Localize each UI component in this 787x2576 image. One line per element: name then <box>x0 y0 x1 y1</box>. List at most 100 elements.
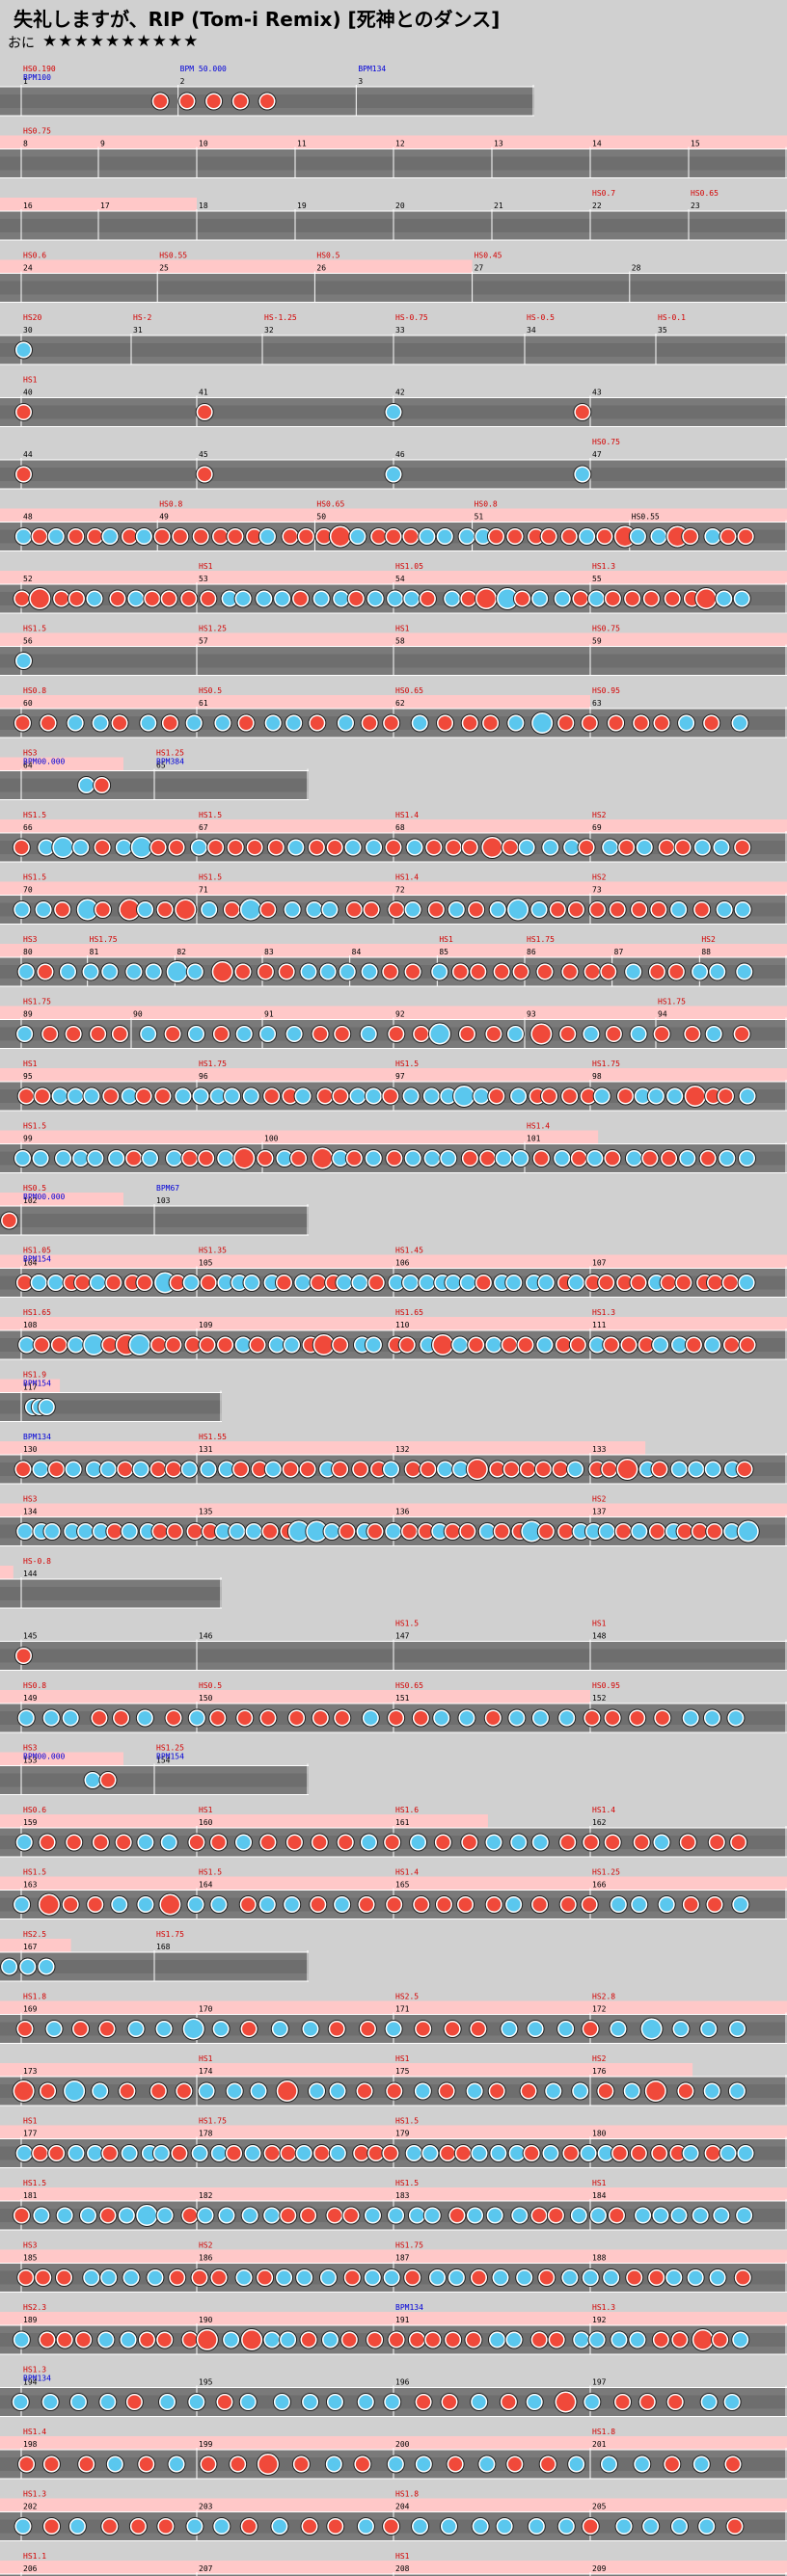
don-note-face <box>294 2457 309 2471</box>
ka-note-face <box>572 2209 586 2222</box>
don-note-face <box>41 2084 55 2098</box>
scroll-speed-label: HS3 <box>23 935 38 944</box>
ka-note-face <box>214 2022 229 2036</box>
ka-note-face <box>321 965 336 979</box>
don-note-face <box>19 2457 34 2471</box>
scroll-speed-band <box>0 1752 123 1766</box>
don-note-face <box>40 1895 59 1914</box>
ka-note-face <box>88 2146 102 2160</box>
ka-note-face <box>134 1462 149 1476</box>
don-note-face <box>389 1027 403 1041</box>
ka-note-face <box>733 1897 747 1912</box>
ka-note-face <box>40 1400 54 1414</box>
ka-note-face <box>44 1711 59 1725</box>
don-note-face <box>539 1524 554 1539</box>
don-note-face <box>38 965 52 979</box>
scroll-speed-label: HS1.75 <box>156 1930 184 1939</box>
don-note-face <box>441 2146 455 2160</box>
don-note-face <box>471 965 485 979</box>
don-note-face <box>532 2333 547 2347</box>
measure-number: 62 <box>395 699 405 708</box>
don-note-face <box>312 1149 332 1167</box>
ka-note-face <box>491 902 505 917</box>
don-note-face <box>652 2146 666 2160</box>
ka-note-face <box>475 529 490 544</box>
don-note-face <box>389 902 403 917</box>
don-note-face <box>30 589 49 608</box>
don-note-face <box>75 1275 90 1290</box>
don-note-face <box>68 529 83 544</box>
don-note-face <box>400 1338 415 1352</box>
ka-note-face <box>695 841 710 854</box>
ka-note-face <box>252 2084 266 2098</box>
don-note-face <box>153 1524 168 1539</box>
ka-note-face <box>510 2146 525 2160</box>
measure-number: 23 <box>691 201 700 210</box>
ka-note-face <box>679 716 693 730</box>
ka-note-face <box>420 529 434 544</box>
ka-note-face <box>390 1275 404 1290</box>
don-note-face <box>635 1836 649 1849</box>
don-note-face <box>383 965 397 979</box>
don-note-face <box>389 1711 403 1725</box>
don-note-face <box>502 1338 517 1352</box>
ka-note-face <box>297 2270 312 2285</box>
don-note-face <box>696 589 716 608</box>
bpm-label: BPM134 <box>358 65 386 73</box>
don-note-face <box>644 592 659 605</box>
ka-note-face <box>517 2270 531 2285</box>
don-note-face <box>442 2395 456 2409</box>
chart-row: 16 17 18 19 20 21 22 HS0.7 23 HS0.65 <box>0 189 787 241</box>
don-note-face <box>194 529 208 544</box>
ka-note-face <box>707 1027 721 1041</box>
scroll-speed-band <box>0 1317 787 1330</box>
don-note-face <box>719 1089 733 1103</box>
don-note-face <box>367 2333 382 2347</box>
ka-note-face <box>245 1275 259 1290</box>
ka-note-face <box>157 2022 172 2036</box>
don-note-face <box>627 2270 641 2285</box>
measure-number: 25 <box>159 264 169 273</box>
don-note-face <box>489 1089 503 1103</box>
scroll-speed-label: HS0.5 <box>199 1681 222 1690</box>
don-note-face <box>203 1524 217 1539</box>
don-note-face <box>100 2209 115 2222</box>
ka-note-face <box>692 965 707 979</box>
don-note-face <box>560 1027 575 1041</box>
scroll-speed-label: HS3 <box>23 749 38 758</box>
ka-note-face <box>741 1089 755 1103</box>
measure-number: 100 <box>264 1135 279 1143</box>
chart-row: 56 HS1.5 57 HS1.25 58 HS1 59 HS0.75 <box>0 625 787 676</box>
measure-number: 200 <box>395 2440 410 2449</box>
don-note-face <box>610 2209 624 2222</box>
ka-note-face <box>84 1089 98 1103</box>
don-note-face <box>250 1338 264 1352</box>
don-note-face <box>213 529 228 544</box>
ka-note-face <box>416 2084 430 2098</box>
ka-note-face <box>430 2270 445 2285</box>
don-note-face <box>476 1275 491 1290</box>
don-note-face <box>536 1462 551 1476</box>
don-note-face <box>168 1524 182 1539</box>
scroll-speed-label: HS1.8 <box>23 1993 46 2001</box>
ka-note-face <box>739 1522 758 1541</box>
don-note-face <box>264 1089 279 1103</box>
ka-note-face <box>34 1462 48 1476</box>
scroll-speed-label: HS1.3 <box>592 2303 615 2312</box>
don-note-face <box>426 841 441 854</box>
don-note-face <box>676 841 691 854</box>
ka-note-face <box>564 841 579 854</box>
don-note-face <box>665 2457 679 2471</box>
ka-note-face <box>689 2270 703 2285</box>
scroll-speed-label: HS1 <box>199 1806 213 1814</box>
ka-note-face <box>314 592 329 605</box>
don-note-face <box>371 1462 386 1476</box>
measure-number: 90 <box>133 1010 143 1019</box>
scroll-speed-label: HS0.190 <box>23 65 56 73</box>
ka-note-face <box>602 2457 616 2471</box>
don-note-face <box>678 2084 692 2098</box>
measure-number: 14 <box>592 140 602 148</box>
ka-note-face <box>303 2395 317 2409</box>
ka-note-face <box>454 1087 474 1106</box>
ka-note-face <box>569 2457 583 2471</box>
